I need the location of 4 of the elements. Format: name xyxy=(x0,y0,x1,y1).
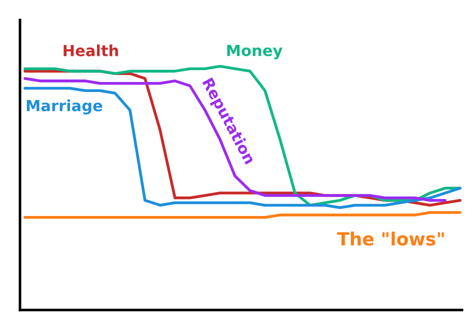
series-label: Money xyxy=(227,44,282,60)
series-label: Health xyxy=(64,44,118,56)
series-label: Marriage xyxy=(26,100,102,114)
series-label: The "lows" xyxy=(337,232,444,246)
